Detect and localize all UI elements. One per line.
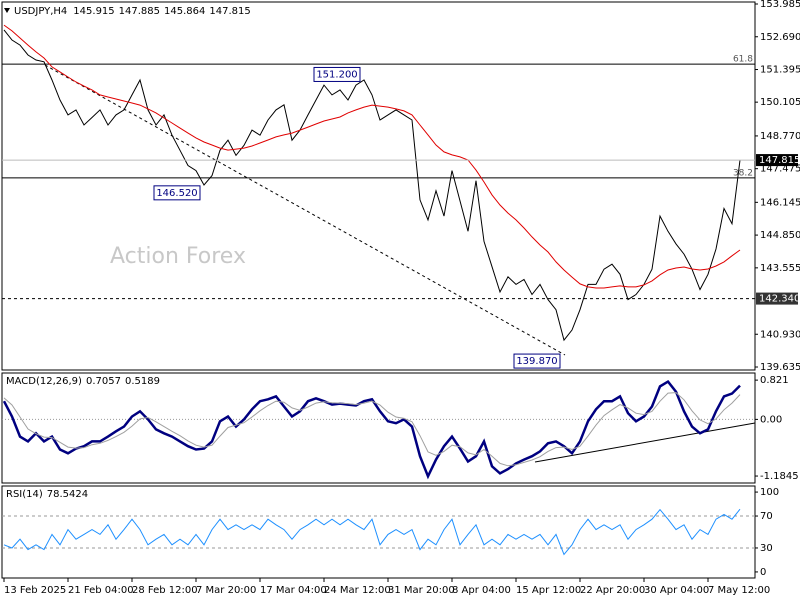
current-price-box (756, 154, 798, 167)
y-tick-label: -1.1845 (760, 471, 799, 482)
x-tick-label: 24 Mar 12:00 (324, 585, 391, 596)
y-tick-label: 146.145 (760, 197, 800, 208)
y-tick-label: 151.395 (760, 65, 800, 76)
y-tick-label: 152.690 (760, 32, 800, 43)
x-tick-label: 31 Mar 20:00 (388, 585, 455, 596)
y-tick-label: 70 (760, 511, 773, 522)
macd-signal-value: 0.5189 (125, 376, 160, 387)
symbol: USDJPY,H4 (14, 6, 67, 17)
y-tick-label: 0 (760, 567, 766, 578)
series-line (3, 392, 741, 467)
menu-triangle (4, 8, 10, 13)
rsi-panel (1, 485, 756, 579)
rsi-value: 78.5424 (47, 489, 88, 500)
series-line (3, 29, 741, 342)
high: 147.885 (119, 6, 160, 17)
watermark: Action Forex (110, 244, 246, 269)
x-tick-label: 30 Apr 04:00 (644, 585, 709, 596)
level-label: 38.2 (733, 168, 753, 178)
y-tick-label: 140.930 (760, 329, 800, 340)
rsi-header: RSI(14) 78.5424 (6, 489, 88, 500)
y-tick-label: 147.475 (760, 164, 800, 175)
x-tick-label: 17 Mar 04:00 (260, 585, 327, 596)
annotation-label: 139.870 (516, 356, 557, 367)
macd-header: MACD(12,26,9) 0.7057 0.5189 (6, 376, 160, 387)
annotation-box (153, 185, 201, 201)
support-label: 142.340 (759, 294, 800, 305)
annotation-box (513, 353, 561, 369)
close: 147.815 (209, 6, 250, 17)
y-tick-label: 30 (760, 543, 773, 554)
x-tick-label: 15 Apr 12:00 (516, 585, 581, 596)
x-tick-label: 22 Apr 20:00 (580, 585, 645, 596)
x-tick-label: 7 May 12:00 (708, 585, 770, 596)
low: 145.864 (164, 6, 205, 17)
x-tick-label: 7 Mar 20:00 (196, 585, 256, 596)
y-tick-label: 150.105 (760, 97, 800, 108)
current-price-label: 147.815 (759, 155, 800, 166)
y-tick-label: 100 (760, 487, 779, 498)
annotation-label: 146.520 (156, 188, 197, 199)
macd-main-value: 0.7057 (86, 376, 121, 387)
support-label-box (756, 292, 798, 305)
x-tick-label: 28 Feb 12:00 (132, 585, 198, 596)
macd-trend-line (534, 422, 756, 463)
series-line (3, 508, 741, 556)
macd-panel (1, 372, 756, 484)
open: 145.915 (73, 6, 114, 17)
x-tick-label: 8 Apr 04:00 (452, 585, 511, 596)
x-tick-label: 13 Feb 2025 (4, 585, 66, 596)
y-tick-label: 148.770 (760, 131, 800, 142)
y-tick-label: 143.555 (760, 263, 800, 274)
annotation-label: 151.200 (316, 69, 357, 80)
x-tick-label: 21 Feb 04:00 (68, 585, 134, 596)
y-tick-label: 144.850 (760, 230, 800, 241)
macd-title: MACD(12,26,9) (6, 376, 82, 387)
price-panel (1, 1, 756, 371)
y-tick-label: 153.985 (760, 0, 800, 10)
rsi-title: RSI(14) (6, 489, 43, 500)
y-tick-label: 0.821 (760, 375, 789, 386)
series-line (2, 379, 741, 480)
y-tick-label: 139.635 (760, 362, 800, 373)
header: USDJPY,H4 145.915 147.885 145.864 147.815 (14, 6, 251, 17)
y-tick-label: 0.00 (760, 414, 782, 425)
annotation-box (313, 66, 361, 82)
level-label: 61.8 (733, 55, 753, 65)
series-line (3, 24, 741, 289)
